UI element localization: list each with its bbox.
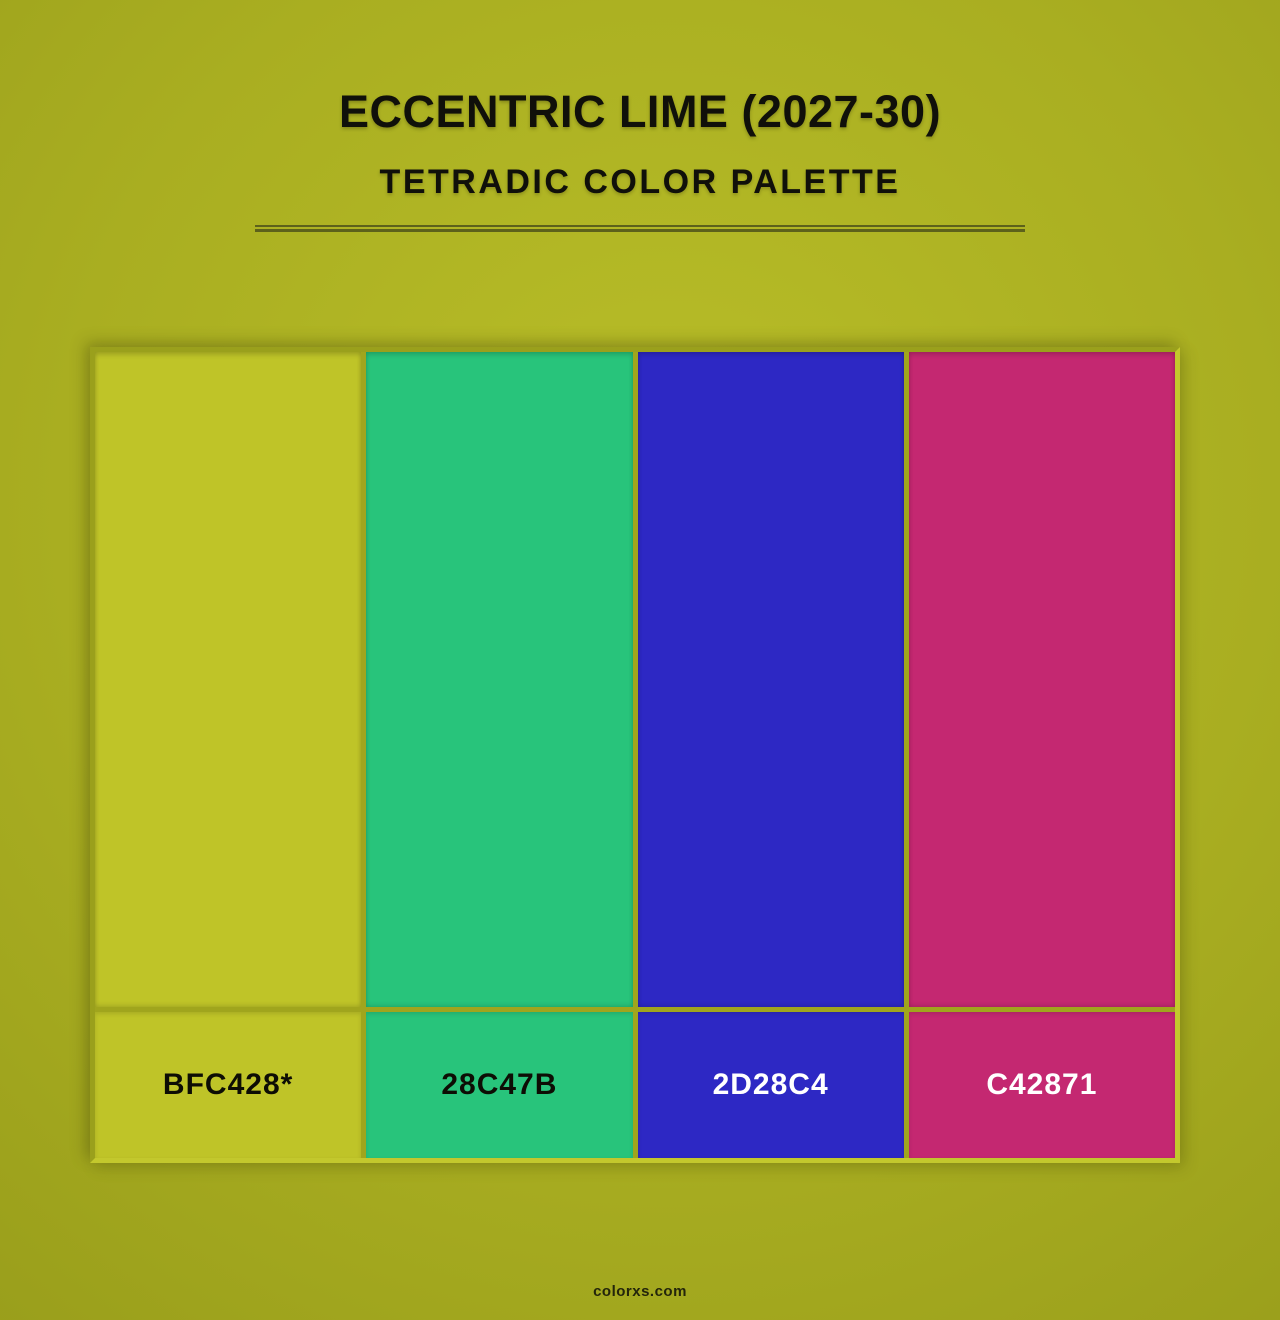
color-swatch (95, 352, 362, 1007)
color-swatch (908, 352, 1175, 1007)
color-swatch-hex-label: 2D28C4 (637, 1012, 904, 1158)
page-subtitle: TETRADIC COLOR PALETTE (379, 163, 901, 202)
color-swatch-hex-label: C42871 (908, 1012, 1175, 1158)
color-swatch (637, 352, 904, 1007)
divider-line-bottom (255, 229, 1025, 233)
page-title: ECCENTRIC LIME (2027-30) (338, 86, 942, 137)
color-swatch-hex-label: 28C47B (366, 1012, 633, 1158)
page-header: ECCENTRIC LIME (2027-30) TETRADIC COLOR … (0, 0, 1280, 233)
divider-line-top (255, 225, 1025, 228)
color-swatch-hex-label: BFC428* (95, 1012, 362, 1158)
title-divider (255, 225, 1025, 233)
color-palette-grid: BFC428* 28C47B 2D28C4 C42871 (90, 347, 1180, 1163)
color-swatch (366, 352, 633, 1007)
website-credit: colorxs.com (593, 1283, 687, 1300)
